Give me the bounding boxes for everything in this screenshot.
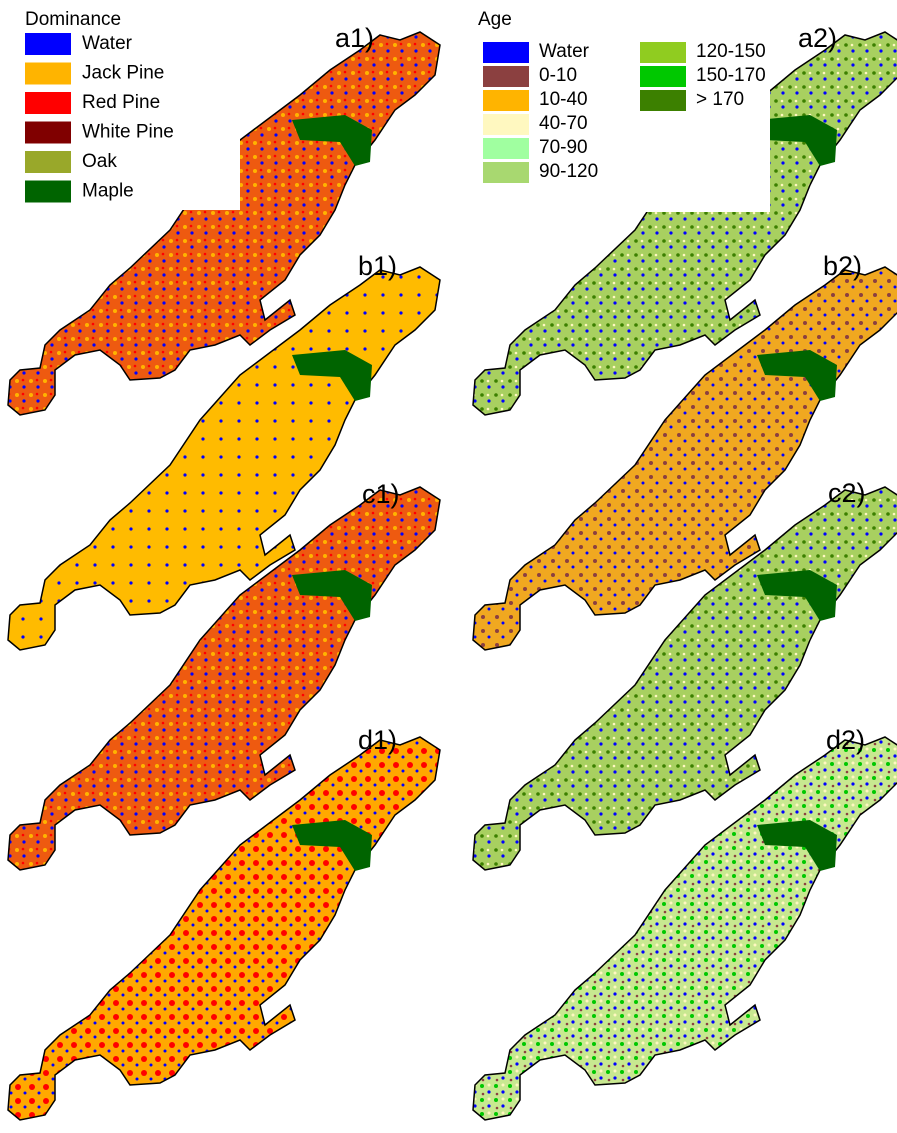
legend-label: 40-70 bbox=[539, 113, 588, 134]
legend-title: Dominance bbox=[25, 9, 121, 30]
panel-label: c2) bbox=[828, 478, 866, 508]
legend-title: Age bbox=[478, 9, 512, 30]
legend-swatch bbox=[483, 42, 529, 63]
legend-label: 120-150 bbox=[696, 41, 766, 62]
legend-label: 70-90 bbox=[539, 137, 588, 158]
legend-swatch bbox=[483, 90, 529, 111]
legend-label: 150-170 bbox=[696, 65, 766, 86]
legend-label: White Pine bbox=[82, 122, 174, 143]
legend-swatch bbox=[25, 92, 71, 114]
legend-label: Red Pine bbox=[82, 92, 160, 113]
legend-swatch bbox=[640, 66, 686, 87]
legend-swatch bbox=[25, 33, 71, 55]
legend-swatch bbox=[483, 66, 529, 87]
legend-swatch bbox=[25, 122, 71, 144]
legend-swatch bbox=[483, 138, 529, 159]
panel-label: b2) bbox=[823, 251, 862, 281]
panel-label: c1) bbox=[362, 479, 400, 509]
legend-label: Jack Pine bbox=[82, 63, 164, 84]
page: {"legends":{"dominance":{"title":"Domina… bbox=[0, 0, 897, 1133]
legend-label: 0-10 bbox=[539, 65, 577, 86]
panel-label: d2) bbox=[826, 725, 865, 755]
panel-label: a2) bbox=[798, 23, 837, 53]
panel-label: b1) bbox=[358, 251, 397, 281]
legend-label: Water bbox=[539, 41, 590, 62]
legend-swatch bbox=[25, 63, 71, 85]
panel-label: d1) bbox=[358, 725, 397, 755]
legend-swatch bbox=[483, 114, 529, 135]
legend-swatch bbox=[640, 42, 686, 63]
legend-swatch bbox=[25, 181, 71, 203]
legend-label: > 170 bbox=[696, 89, 744, 110]
legend-label: Water bbox=[82, 33, 133, 54]
legend-label: 90-120 bbox=[539, 161, 598, 182]
legend-label: Maple bbox=[82, 181, 134, 202]
legend-swatch bbox=[25, 151, 71, 173]
figure: Dominance Age Water Jack Pine Red Pine Whit… bbox=[0, 0, 897, 1133]
panel-label: a1) bbox=[335, 23, 374, 53]
legend-label: 10-40 bbox=[539, 89, 588, 110]
legend-swatch bbox=[640, 90, 686, 111]
legend-swatch bbox=[483, 162, 529, 183]
legend-label: Oak bbox=[82, 151, 117, 172]
